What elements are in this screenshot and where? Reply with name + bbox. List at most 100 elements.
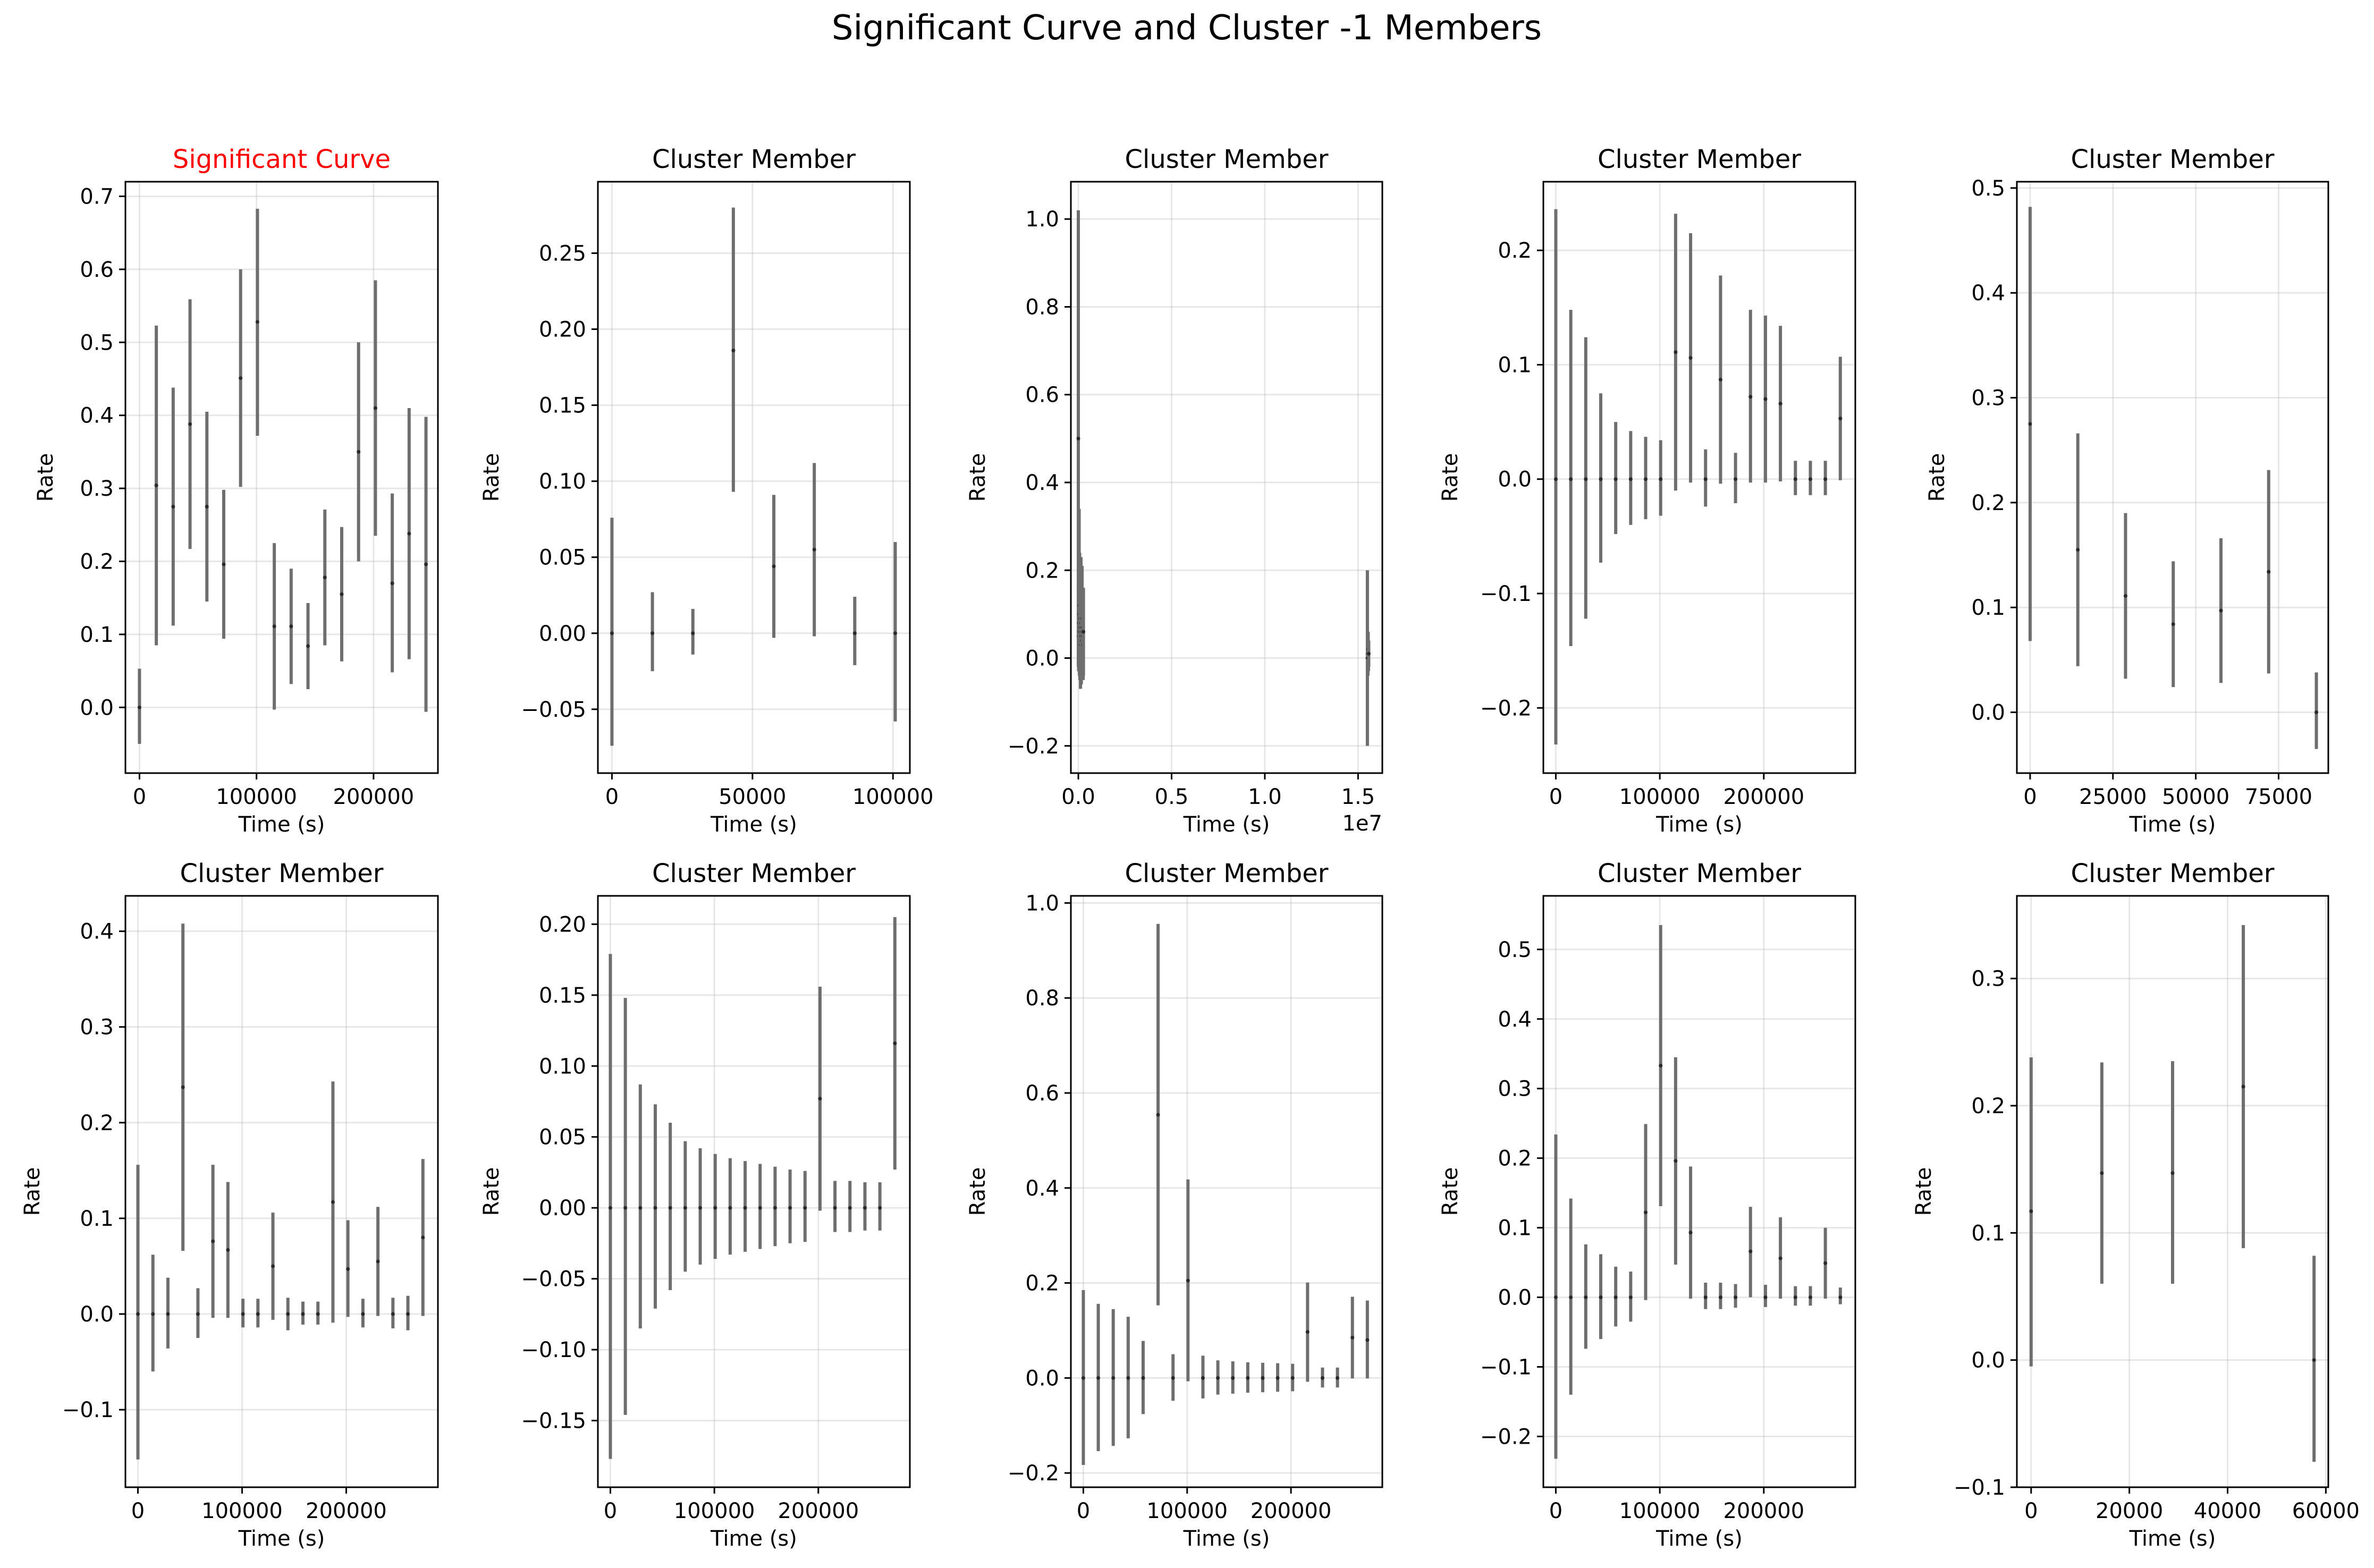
data-point (2312, 1358, 2316, 1362)
data-point (1644, 1210, 1648, 1215)
data-point (623, 1206, 628, 1210)
subplot-title: Cluster Member (1598, 145, 1801, 174)
data-point (2100, 1171, 2104, 1175)
y-tick-label: 0.5 (1498, 938, 1532, 962)
y-tick-label: 0.20 (539, 912, 586, 937)
data-point (608, 1206, 612, 1210)
data-point (668, 1206, 672, 1210)
data-point (818, 1097, 822, 1101)
x-axis-label: Time (s) (1655, 1527, 1743, 1551)
data-point (1081, 1376, 1085, 1380)
data-point (289, 624, 293, 629)
data-point (1793, 477, 1797, 481)
data-point (758, 1206, 762, 1210)
x-tick-label: 100000 (1619, 1499, 1701, 1523)
data-point (1584, 477, 1588, 481)
data-point (878, 1206, 882, 1210)
data-point (1838, 1295, 1843, 1300)
data-point (1569, 1295, 1573, 1300)
y-axis-label: Rate (1925, 453, 1949, 502)
data-point (2171, 622, 2175, 626)
axes-frame (2016, 895, 2329, 1488)
data-point (301, 1312, 305, 1316)
subplot-title: Cluster Member (1125, 859, 1328, 888)
x-tick-label: 1.5 (1341, 785, 1375, 809)
y-tick-label: 0.25 (539, 241, 586, 266)
data-point (346, 1267, 350, 1271)
data-point (1320, 1376, 1324, 1380)
y-tick-label: 0.1 (1971, 1221, 2005, 1245)
data-point (1674, 350, 1678, 354)
data-point (1734, 1295, 1738, 1300)
data-point (1703, 477, 1708, 481)
x-tick-label: 200000 (1723, 785, 1804, 809)
x-tick-label: 0.0 (1061, 785, 1095, 809)
data-point (1808, 477, 1812, 481)
data-point (833, 1206, 837, 1210)
data-point (2170, 1171, 2175, 1175)
y-tick-label: 0.2 (80, 1111, 114, 1135)
data-point (1584, 1295, 1588, 1300)
data-point (1553, 477, 1558, 481)
subplot-title: Cluster Member (2071, 859, 2274, 888)
y-axis-label: Rate (479, 453, 504, 502)
data-point (340, 592, 344, 596)
y-tick-label: 0.4 (1971, 281, 2005, 306)
data-point (1659, 477, 1663, 481)
x-tick-label: 0 (1549, 1499, 1562, 1523)
y-tick-label: 0.7 (80, 184, 114, 209)
data-point (1674, 1159, 1678, 1163)
y-tick-label: 0.2 (1971, 1094, 2005, 1118)
axes-frame (597, 895, 911, 1488)
x-tick-label: 1.0 (1248, 785, 1282, 809)
data-point (1599, 477, 1603, 481)
y-tick-label: −0.2 (1008, 734, 1059, 759)
x-tick-label: 0 (2024, 1499, 2038, 1523)
data-point (1808, 1295, 1812, 1300)
data-point (306, 644, 310, 648)
data-point (610, 631, 614, 635)
data-point (1275, 1376, 1280, 1380)
data-point (373, 406, 377, 410)
axes-frame (2016, 181, 2329, 774)
y-tick-label: 0.3 (1498, 1077, 1532, 1101)
y-axis-label: Rate (33, 453, 58, 502)
data-point (1599, 1295, 1603, 1300)
data-point (1246, 1376, 1250, 1380)
subplot-1: 0 100000 200000 0.0 0.1 0.2 0.3 0.4 0.5 0.6 0.7 Sig… (33, 145, 439, 837)
y-tick-label: 0.00 (539, 1196, 586, 1221)
x-tick-label: 200000 (306, 1499, 387, 1523)
subplot-2: 0 50000 100000 −0.05 0.00 0.05 0.10 0.15 0.20 0.2… (479, 145, 934, 837)
y-tick-label: 0.3 (80, 477, 114, 501)
y-tick-label: 0.1 (1498, 1216, 1532, 1241)
x-offset-text: 1e7 (1342, 811, 1382, 836)
data-point (407, 531, 411, 536)
x-tick-label: 0 (131, 1499, 145, 1523)
y-tick-label: 0.05 (539, 546, 586, 570)
y-tick-label: 0.2 (80, 550, 114, 574)
y-tick-label: 0.0 (80, 696, 114, 720)
data-point (154, 484, 158, 488)
data-point (653, 1206, 657, 1210)
y-tick-label: 0.4 (1025, 1176, 1059, 1201)
x-tick-label: 100000 (1619, 785, 1701, 809)
y-tick-label: 0.2 (1025, 558, 1059, 583)
data-point (376, 1259, 380, 1264)
y-tick-label: 0.5 (1971, 176, 2005, 201)
data-point (743, 1206, 747, 1210)
data-point (1613, 477, 1618, 481)
y-tick-label: 0.0 (1498, 468, 1532, 492)
data-point (1366, 651, 1371, 656)
data-point (683, 1206, 687, 1210)
y-tick-label: 0.6 (80, 258, 114, 282)
y-tick-label: −0.05 (521, 1267, 586, 1292)
x-tick-label: 50000 (2162, 785, 2229, 809)
x-axis-label: Time (s) (710, 1527, 797, 1551)
axes-frame (1070, 895, 1383, 1488)
data-point (323, 575, 327, 580)
subplot-3: 0.0 0.5 1.0 1.5 −0.2 0.0 0.2 0.4 0.6 0.8 1.0 1e7 Clu… (966, 145, 1383, 837)
y-tick-label: 0.4 (80, 920, 114, 944)
figure-title: Significant Curve and Cluster -1 Members (832, 9, 1542, 48)
data-point (1718, 1295, 1722, 1300)
data-point (256, 1312, 260, 1316)
